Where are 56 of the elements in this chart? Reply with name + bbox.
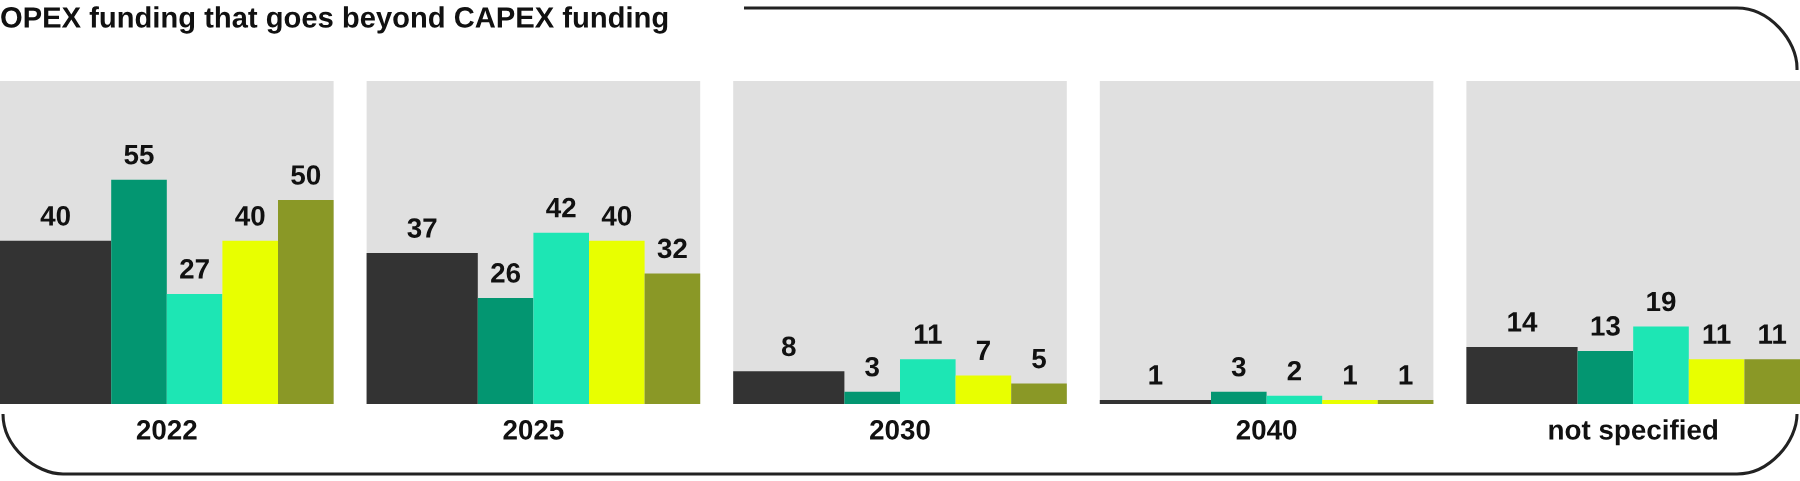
bar: [1322, 399, 1378, 404]
data-label: 5: [1032, 349, 1046, 369]
bar: [278, 200, 334, 404]
data-label: 7: [976, 340, 990, 360]
data-label: 40: [235, 205, 265, 226]
bar: [955, 375, 1012, 404]
data-label: 11: [1703, 324, 1731, 344]
x-tick-label: 2040: [1236, 420, 1297, 440]
bar: [1688, 359, 1745, 404]
bar: [1577, 350, 1634, 404]
data-label: 40: [601, 205, 632, 226]
bar: [1099, 399, 1211, 404]
bar: [166, 293, 223, 404]
data-label: 1: [1399, 365, 1413, 385]
data-label: 11: [1759, 324, 1787, 344]
bar: [477, 297, 534, 404]
bar: [222, 240, 278, 404]
data-label: 3: [865, 356, 879, 377]
x-tick-label: 2022: [136, 420, 197, 440]
bar: [0, 240, 112, 404]
bar: [1266, 395, 1323, 404]
bar: [533, 232, 589, 404]
data-label: 27: [180, 259, 209, 279]
data-label: 32: [657, 238, 687, 259]
chart-title: OPEX funding that goes beyond CAPEX funding: [1, 6, 668, 34]
bar: [111, 179, 167, 404]
data-label: 1: [1149, 365, 1163, 385]
data-label: 37: [407, 218, 437, 238]
data-label: 40: [40, 205, 70, 226]
bar: [366, 253, 478, 404]
data-label: 50: [291, 165, 321, 185]
data-label: 2: [1287, 360, 1302, 381]
x-tick-label: not specified: [1549, 419, 1718, 446]
x-tick-label: 2030: [870, 420, 930, 440]
bar: [1744, 359, 1800, 404]
data-label: 42: [546, 197, 576, 218]
x-tick-label: 2025: [503, 420, 564, 440]
data-label: 55: [124, 145, 154, 165]
data-label: 3: [1231, 356, 1246, 377]
bar: [733, 371, 845, 404]
data-label: 26: [491, 263, 521, 283]
bar: [1011, 383, 1067, 404]
data-label: 1: [1344, 365, 1357, 385]
data-label: 11: [914, 324, 942, 344]
bar: [1377, 399, 1434, 404]
data-label: 14: [1508, 312, 1538, 332]
bar: [1466, 346, 1578, 404]
bar: [1211, 391, 1267, 404]
data-label: 19: [1647, 291, 1676, 312]
data-label: 13: [1591, 316, 1620, 336]
bar: [1633, 326, 1689, 404]
bar: [844, 391, 900, 404]
bar: [900, 359, 956, 404]
bar: [644, 273, 701, 404]
bar: [589, 240, 645, 404]
data-label: 8: [781, 336, 796, 357]
